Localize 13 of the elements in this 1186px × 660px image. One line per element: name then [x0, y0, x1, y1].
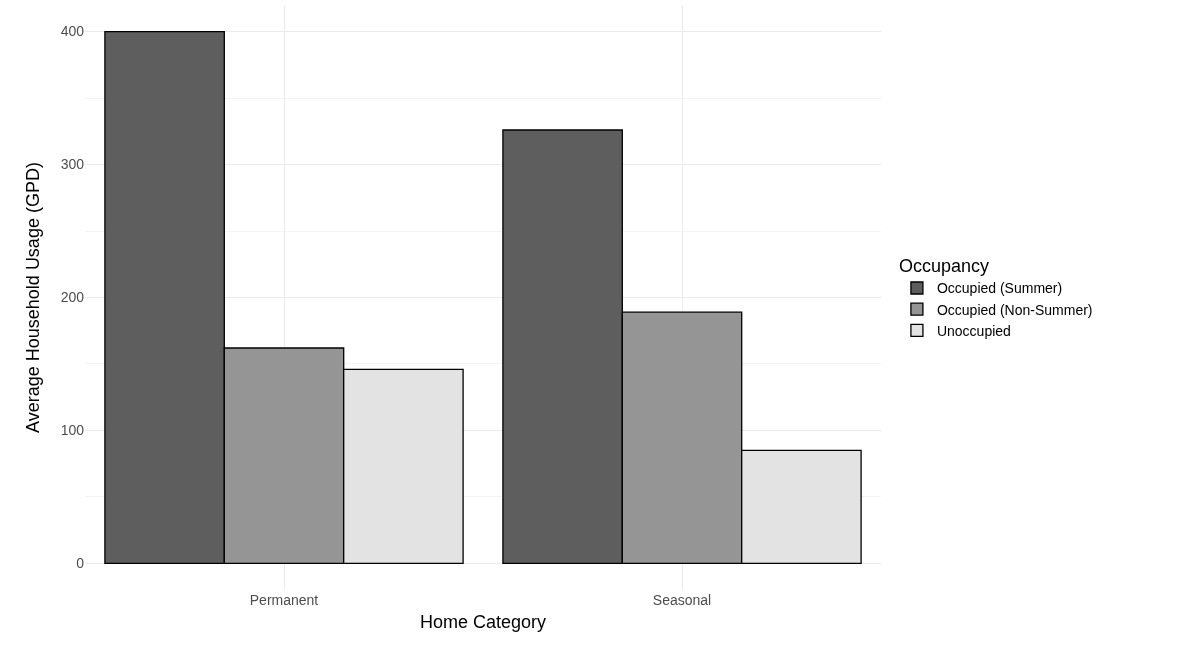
x-tick-label: Permanent: [249, 592, 319, 608]
legend-label: Unoccupied: [936, 322, 1011, 339]
y-tick-label: 200: [60, 289, 85, 306]
legend-label: Occupied (Summer): [936, 280, 1063, 297]
legend-title: Occupancy: [898, 256, 989, 277]
x-tick-label: Seasonal: [652, 592, 712, 608]
y-tick-label: 100: [60, 422, 85, 439]
y-tick-label: 400: [60, 23, 85, 40]
x-axis-title: Home Category: [419, 612, 547, 633]
legend-label: Occupied (Non-Summer): [936, 301, 1093, 318]
y-axis-title: Average Household Usage (GPD): [23, 162, 43, 433]
y-tick-label: 0: [76, 555, 85, 572]
y-tick-label: 300: [60, 156, 85, 173]
